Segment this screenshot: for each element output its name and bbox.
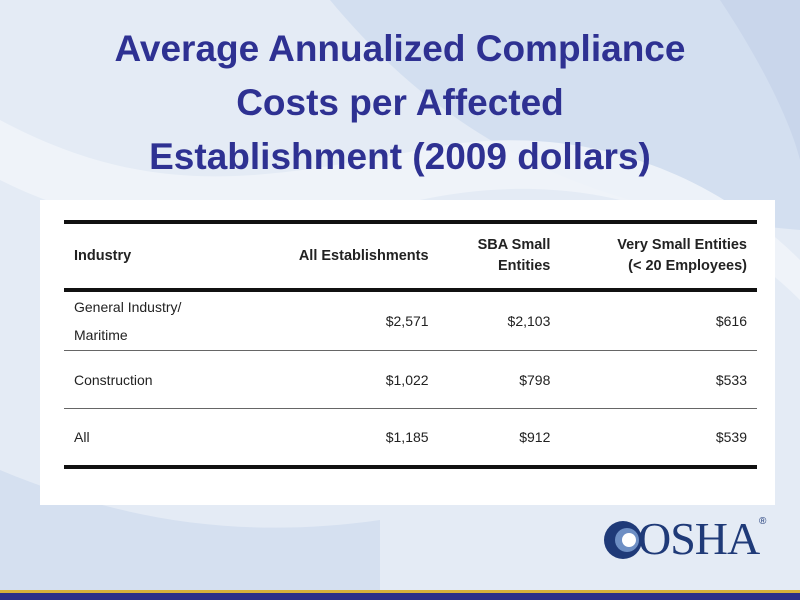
industry-line: Maritime xyxy=(74,327,128,343)
cost-table: Industry All Establishments SBA Small En… xyxy=(64,220,757,469)
header-line: Very Small Entities xyxy=(617,237,747,253)
cell-industry: All xyxy=(74,429,90,445)
table-row-total: All $1,185 $912 $539 xyxy=(64,409,757,467)
osha-logo-icon xyxy=(604,521,642,559)
table-header-row: Industry All Establishments SBA Small En… xyxy=(64,222,757,290)
cell-very-small-entities: $539 xyxy=(715,429,747,445)
slide-title: Average Annualized Compliance Costs per … xyxy=(0,22,800,184)
industry-line: General Industry/ xyxy=(74,299,182,315)
header-very-small-entities: Very Small Entities (< 20 Employees) xyxy=(560,222,757,290)
footer-navy-stripe xyxy=(0,593,800,600)
title-line: Average Annualized Compliance xyxy=(114,28,686,69)
cell-industry: Construction xyxy=(74,371,153,388)
cell-all-establishments: $1,185 xyxy=(385,429,429,445)
cell-sba-small-entities: $912 xyxy=(519,429,551,445)
title-line: Establishment (2009 dollars) xyxy=(149,136,651,177)
cell-very-small-entities: $533 xyxy=(715,371,747,388)
header-industry: Industry xyxy=(74,247,132,264)
cell-all-establishments: $2,571 xyxy=(385,313,429,329)
cell-very-small-entities: $616 xyxy=(715,313,747,329)
table-row: General Industry/ Maritime $2,571 $2,103… xyxy=(64,290,757,351)
header-all-establishments: All Establishments xyxy=(298,247,429,264)
header-line: (< 20 Employees) xyxy=(628,258,747,274)
header-line: SBA Small xyxy=(477,237,551,253)
cell-sba-small-entities: $2,103 xyxy=(507,313,551,329)
cell-sba-small-entities: $798 xyxy=(519,371,551,388)
cell-industry: General Industry/ Maritime xyxy=(64,290,242,351)
table-row: Construction $1,022 $798 $533 xyxy=(64,351,757,409)
table-panel: Industry All Establishments SBA Small En… xyxy=(40,200,775,505)
header-line: Entities xyxy=(498,258,551,274)
logo-text: OSHA xyxy=(638,513,760,564)
cell-all-establishments: $1,022 xyxy=(385,371,429,388)
header-sba-small-entities: SBA Small Entities xyxy=(439,222,561,290)
title-line: Costs per Affected xyxy=(236,82,564,123)
footer-gold-stripe xyxy=(0,590,800,593)
osha-logo: OSHA ® xyxy=(600,513,767,564)
registered-mark: ® xyxy=(759,516,767,527)
footer-bar xyxy=(0,590,800,600)
